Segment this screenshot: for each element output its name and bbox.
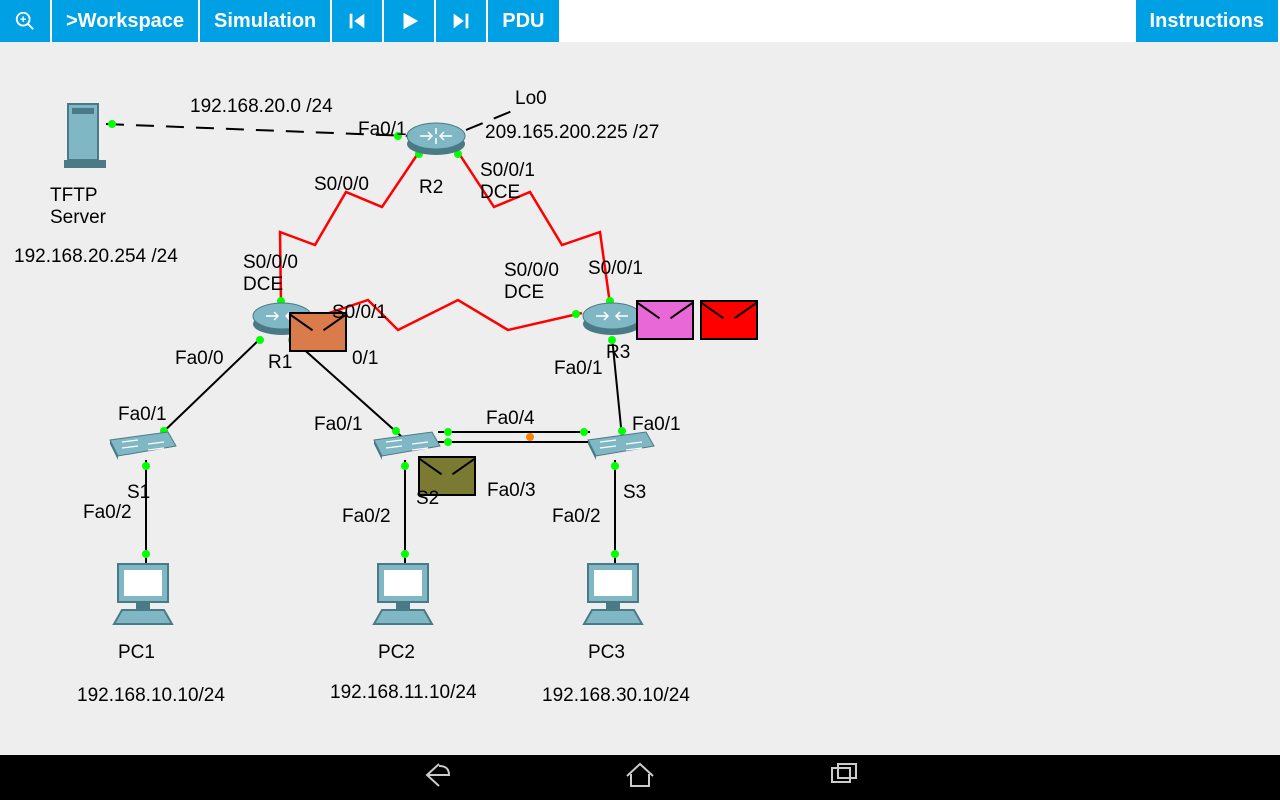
network-wires [0, 42, 1280, 755]
workspace-button[interactable]: >Workspace [52, 0, 198, 42]
label-fa01-s2: Fa0/1 [314, 414, 363, 436]
s1-name: S1 [127, 482, 150, 504]
router-r2[interactable] [406, 120, 466, 156]
label-net-tftp: 192.168.20.0 /24 [190, 96, 333, 118]
label-fa01-s1: Fa0/1 [118, 404, 167, 426]
pc2-ip: 192.168.11.10/24 [330, 682, 477, 704]
label-lo0: Lo0 [515, 88, 547, 110]
pdu-button[interactable]: PDU [488, 0, 558, 42]
label-fa02-s2: Fa0/2 [342, 506, 391, 528]
tftp-server[interactable] [64, 102, 106, 170]
label-s000-r2: S0/0/0 [314, 174, 369, 196]
label-s001-r1: S0/0/1 [332, 302, 387, 324]
label-fa02-s1: Fa0/2 [83, 502, 132, 524]
label-s000dce-r1: S0/0/0DCE [243, 252, 298, 296]
label-fa04-s2: Fa0/4 [486, 408, 535, 430]
tftp-name: TFTPServer [50, 185, 106, 229]
router-r3[interactable] [582, 300, 642, 336]
label-fa01-r2: Fa0/1 [358, 119, 407, 141]
label-fa00-r1: Fa0/0 [175, 348, 224, 370]
pc1[interactable] [108, 560, 178, 632]
zoom-icon[interactable] [0, 0, 50, 42]
recent-icon[interactable] [827, 758, 861, 797]
android-nav-bar [0, 755, 1280, 800]
label-fa03-s2: Fa0/3 [487, 480, 536, 502]
r1-name: R1 [268, 352, 292, 374]
r3-name: R3 [606, 342, 630, 364]
label-fa02-s3: Fa0/2 [552, 506, 601, 528]
play-icon[interactable] [384, 0, 434, 42]
back-icon[interactable] [419, 758, 453, 797]
instructions-button[interactable]: Instructions [1136, 0, 1278, 42]
simulation-button[interactable]: Simulation [200, 0, 330, 42]
home-icon[interactable] [623, 758, 657, 797]
step-back-icon[interactable] [332, 0, 382, 42]
pc3-ip: 192.168.30.10/24 [542, 685, 690, 707]
s2-name: S2 [416, 488, 439, 510]
pdu-envelope[interactable] [700, 300, 758, 340]
toolbar-spacer [561, 0, 1136, 42]
tftp-ip: 192.168.20.254 /24 [14, 246, 178, 268]
switch-s1[interactable] [108, 430, 178, 460]
label-fa01-r3: Fa0/1 [554, 358, 603, 380]
label-lo0-ip: 209.165.200.225 /27 [485, 122, 659, 144]
label-s000dce-r3: S0/0/0DCE [504, 260, 559, 304]
label-s001dce-r2: S0/0/1DCE [480, 160, 535, 204]
pc3[interactable] [578, 560, 648, 632]
label-s001-r3: S0/0/1 [588, 258, 643, 280]
topology-canvas[interactable]: TFTPServer 192.168.20.254 /24 192.168.20… [0, 42, 1280, 755]
pc1-ip: 192.168.10.10/24 [77, 685, 225, 707]
pc1-name: PC1 [118, 642, 155, 664]
pc2[interactable] [368, 560, 438, 632]
pc2-name: PC2 [378, 642, 415, 664]
pdu-envelope[interactable] [636, 300, 694, 340]
label-fa01-s3: Fa0/1 [632, 414, 681, 436]
r2-name: R2 [419, 177, 443, 199]
pc3-name: PC3 [588, 642, 625, 664]
label-s001-r1b: 0/1 [352, 348, 378, 370]
s3-name: S3 [623, 482, 646, 504]
toolbar: >Workspace Simulation PDU Instructions [0, 0, 1280, 42]
step-forward-icon[interactable] [436, 0, 486, 42]
